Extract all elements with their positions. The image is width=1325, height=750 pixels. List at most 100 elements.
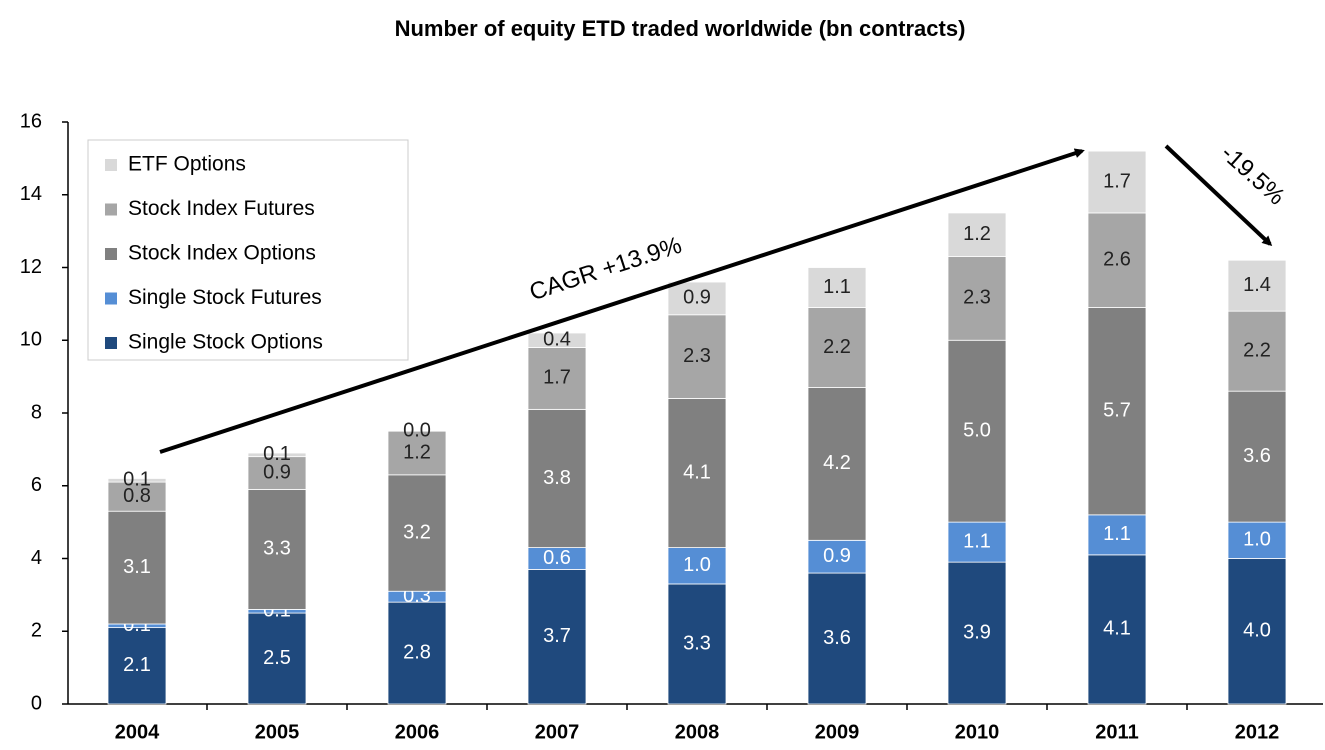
legend-swatch	[105, 159, 117, 171]
cagr-arrow	[159, 148, 1085, 454]
data-label: 1.4	[1243, 274, 1271, 296]
bar-segment	[247, 488, 307, 610]
bar-segment	[107, 510, 167, 625]
bar-segment	[387, 474, 447, 592]
data-label: 1.1	[963, 530, 991, 552]
x-tick-label: 2010	[955, 721, 1000, 743]
data-label: 2.2	[823, 336, 851, 358]
y-tick-label: 4	[31, 547, 42, 569]
bar-segment	[247, 456, 307, 490]
data-label: 0.1	[263, 443, 291, 465]
x-tick-label: 2012	[1235, 721, 1280, 743]
bar-segment	[527, 347, 587, 410]
data-label: 4.0	[1243, 620, 1271, 642]
bar-segment	[947, 561, 1007, 705]
data-label: 0.9	[823, 545, 851, 567]
legend-label: Stock Index Options	[128, 242, 316, 265]
bar-segment	[667, 281, 727, 316]
bar-segment	[1227, 521, 1287, 559]
data-label: 0.4	[543, 329, 571, 351]
data-label: 1.1	[1103, 523, 1131, 545]
data-label: 1.1	[823, 276, 851, 298]
bar-segment	[1087, 554, 1147, 705]
y-tick-label: 12	[20, 256, 42, 278]
data-label: 3.7	[543, 625, 571, 647]
data-label: 5.7	[1103, 399, 1131, 421]
y-tick-label: 8	[31, 401, 42, 423]
data-label: 3.6	[823, 627, 851, 649]
data-label: 3.3	[263, 538, 291, 560]
data-label: 4.1	[1103, 618, 1131, 640]
bar-segment	[947, 256, 1007, 341]
data-label: 3.3	[683, 632, 711, 654]
data-label: 4.2	[823, 452, 851, 474]
x-tick-label: 2008	[675, 721, 720, 743]
x-tick-label: 2006	[395, 721, 440, 743]
data-label: 1.7	[543, 367, 571, 389]
bar-segment	[1227, 558, 1287, 705]
data-label: 4.1	[683, 461, 711, 483]
legend-swatch	[105, 248, 117, 260]
data-label: 1.2	[403, 441, 431, 463]
bar-segment	[107, 627, 167, 705]
y-tick-label: 10	[20, 329, 42, 351]
x-tick-label: 2005	[255, 721, 300, 743]
bar-segment	[1227, 259, 1287, 312]
bar-segment	[807, 572, 867, 705]
data-label: 5.0	[963, 419, 991, 441]
bar-segment	[807, 539, 867, 574]
bar-segment	[387, 601, 447, 705]
legend-label: ETF Options	[128, 153, 246, 176]
chart-title: Number of equity ETD traded worldwide (b…	[395, 16, 966, 41]
x-tick-label: 2009	[815, 721, 860, 743]
data-label: 1.7	[1103, 170, 1131, 192]
bar-segment	[387, 430, 447, 476]
bar-segment	[527, 408, 587, 548]
y-tick-label: 2	[31, 620, 42, 642]
y-tick-label: 6	[31, 474, 42, 496]
bar-segment	[667, 314, 727, 399]
data-label: 0.0	[403, 419, 431, 441]
bar-segment	[947, 212, 1007, 257]
bar-segment	[1227, 310, 1287, 392]
data-label: 0.6	[543, 547, 571, 569]
y-tick-label: 0	[31, 692, 42, 714]
legend-box	[87, 139, 409, 361]
x-tick-label: 2011	[1095, 721, 1138, 743]
data-label: 0.9	[683, 287, 711, 309]
legend-swatch	[105, 203, 117, 216]
data-label: 2.3	[683, 345, 711, 367]
legend-label: Single Stock Futures	[128, 286, 322, 309]
data-label: 2.8	[403, 641, 431, 663]
x-tick-label: 2004	[115, 721, 160, 743]
bar-segment	[527, 332, 587, 348]
bar-segment	[667, 547, 727, 585]
data-label: 3.2	[403, 521, 431, 543]
data-label: 0.8	[123, 485, 151, 507]
bar-segment	[1227, 390, 1287, 523]
y-tick-label: 16	[20, 110, 42, 132]
data-label: 3.1	[123, 556, 151, 578]
data-label: 3.8	[543, 467, 571, 489]
bar-segment	[947, 521, 1007, 563]
bar-segment	[1087, 150, 1147, 214]
bar-segment	[807, 307, 867, 388]
bar-segment	[107, 478, 167, 483]
data-label: 2.3	[963, 287, 991, 309]
legend-label: Single Stock Options	[128, 331, 323, 354]
data-label: 1.2	[963, 223, 991, 245]
data-label: 3.6	[1243, 445, 1271, 467]
data-label: 2.1	[123, 654, 151, 676]
legend-swatch	[105, 337, 117, 349]
legend-swatch	[105, 292, 117, 305]
data-label: 2.6	[1103, 249, 1131, 271]
x-tick-label: 2007	[535, 721, 580, 743]
annotation: CAGR +13.9%	[526, 232, 685, 307]
bar-segment	[807, 387, 867, 541]
bar-segment	[247, 452, 307, 458]
data-label: 3.9	[963, 621, 991, 643]
data-label: 2.2	[1243, 339, 1271, 361]
data-label: 0.1	[123, 469, 151, 491]
bar-segment	[1087, 307, 1147, 516]
